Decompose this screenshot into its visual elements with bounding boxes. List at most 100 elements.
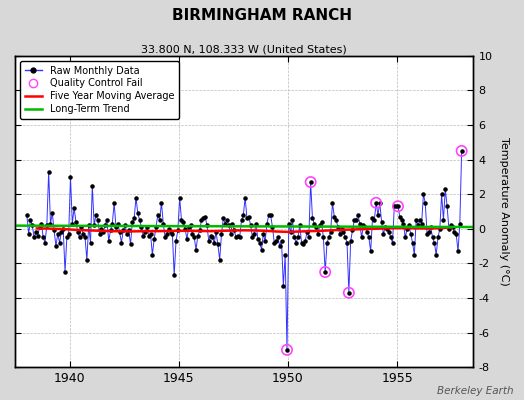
Point (157, 200, 166, 206)
Point (212, 229, 220, 236)
Point (457, 148, 466, 154)
Point (388, 239, 397, 246)
Point (407, 231, 415, 237)
Point (150, 236, 158, 242)
Point (206, 232, 215, 239)
Point (354, 212, 362, 218)
Point (328, 200, 336, 206)
Point (83, 257, 91, 263)
Point (299, 241, 308, 248)
Point (28, 222, 37, 228)
Point (438, 191, 446, 197)
Point (357, 234, 366, 241)
Point (237, 217, 246, 223)
Point (79, 231, 88, 237)
Point (307, 179, 315, 185)
Point (315, 222, 324, 228)
Point (310, 220, 319, 227)
Point (183, 236, 191, 242)
Point (53, 231, 62, 237)
Point (394, 203, 402, 210)
Point (379, 231, 388, 237)
Point (405, 222, 413, 228)
Point (245, 214, 253, 220)
Point (26, 217, 35, 223)
Point (72, 219, 80, 225)
Point (456, 220, 464, 227)
Point (73, 229, 82, 236)
Point (97, 226, 106, 232)
Point (435, 226, 444, 232)
Point (88, 182, 96, 189)
Point (95, 231, 104, 237)
Point (283, 347, 291, 353)
Point (452, 231, 461, 237)
Point (408, 239, 417, 246)
Point (401, 234, 409, 241)
Y-axis label: Temperature Anomaly (°C): Temperature Anomaly (°C) (499, 137, 509, 286)
Point (381, 224, 389, 230)
Point (114, 220, 122, 227)
Point (297, 239, 305, 246)
Point (423, 231, 431, 237)
Point (257, 246, 266, 253)
Point (248, 234, 257, 241)
Point (161, 234, 169, 241)
Text: BIRMINGHAM RANCH: BIRMINGHAM RANCH (172, 8, 352, 23)
Point (163, 231, 171, 237)
Point (419, 191, 428, 197)
Point (259, 231, 268, 237)
Point (50, 227, 58, 234)
Point (307, 179, 315, 185)
Point (225, 222, 233, 228)
Point (290, 234, 299, 241)
Point (287, 229, 295, 236)
Point (77, 224, 85, 230)
Legend: Raw Monthly Data, Quality Control Fail, Five Year Moving Average, Long-Term Tren: Raw Monthly Data, Quality Control Fail, … (20, 61, 179, 119)
Point (252, 220, 260, 227)
Point (410, 252, 419, 258)
Point (156, 217, 164, 223)
Point (427, 224, 435, 230)
Point (176, 194, 184, 201)
Point (125, 227, 133, 234)
Point (25, 231, 33, 237)
Point (99, 229, 107, 236)
Point (318, 219, 326, 225)
Point (52, 243, 60, 249)
Point (210, 239, 219, 246)
Point (325, 234, 333, 241)
Point (35, 224, 43, 230)
Point (106, 227, 115, 234)
Point (159, 220, 168, 227)
Point (363, 229, 371, 236)
Point (285, 220, 293, 227)
Point (128, 219, 137, 225)
Point (208, 234, 216, 241)
Point (37, 220, 46, 227)
Point (439, 217, 447, 223)
Point (141, 229, 149, 236)
Point (341, 234, 350, 241)
Point (56, 239, 64, 246)
Point (45, 168, 53, 175)
Point (115, 229, 124, 236)
Point (172, 238, 180, 244)
Point (390, 203, 399, 210)
Point (41, 239, 49, 246)
Point (321, 269, 330, 275)
Point (63, 234, 71, 241)
Point (376, 200, 384, 206)
Point (139, 232, 147, 239)
Point (214, 241, 222, 248)
Point (148, 252, 157, 258)
Point (277, 238, 286, 244)
Point (61, 269, 69, 275)
Point (335, 231, 344, 237)
Point (321, 269, 330, 275)
Point (215, 257, 224, 263)
Point (165, 226, 173, 232)
Point (303, 229, 311, 236)
Point (226, 231, 235, 237)
Point (312, 224, 320, 230)
